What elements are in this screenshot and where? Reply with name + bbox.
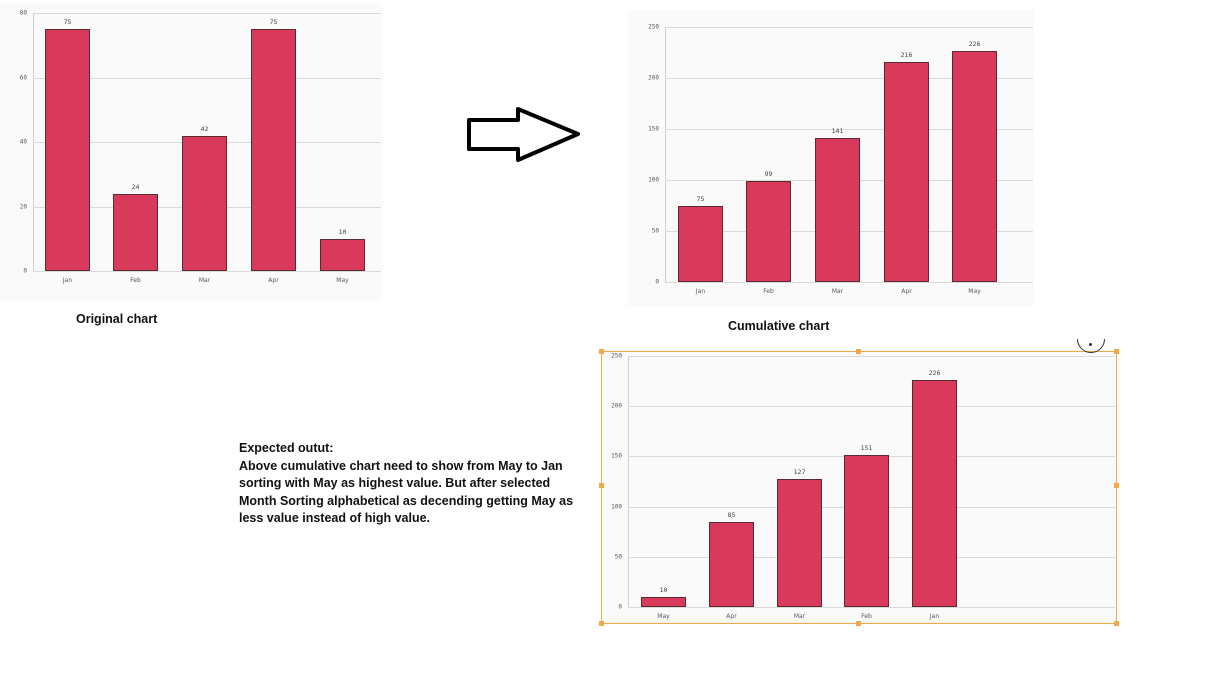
- gridline: [665, 129, 1033, 130]
- right-arrow-icon: [467, 107, 580, 162]
- y-tick-label: 80: [19, 9, 27, 17]
- gridline: [33, 77, 381, 79]
- note-heading: Expected outut:: [239, 441, 334, 455]
- bar-value-label: 10: [659, 585, 668, 594]
- x-tick-label: Feb: [763, 288, 774, 295]
- bar-value-label: 127: [793, 468, 806, 477]
- y-tick-label: 250: [648, 23, 659, 31]
- y-axis-line: [665, 27, 666, 282]
- bar-mar[interactable]: [182, 135, 227, 271]
- x-tick-label: May: [336, 277, 349, 284]
- resize-handle-mr[interactable]: [1114, 483, 1119, 488]
- y-tick-label: 100: [648, 176, 659, 184]
- cumulative-chart: 0 50 100 150 200 250 75 Jan 99 Feb 141 Mar 216 Apr 226…: [628, 10, 1034, 306]
- gridline: [628, 406, 1115, 408]
- expected-chart-plot: 0 50 100 150 200 250 10 May 85 Apr 127 Mar 151 Feb 226…: [611, 353, 1115, 620]
- x-tick-label: Feb: [861, 613, 872, 620]
- original-chart-plot: 0 20 40 60 80 75 Jan 24 Feb 42 Mar 75 Apr 10 May: [20, 10, 381, 284]
- bar-apr[interactable]: [709, 521, 754, 607]
- y-tick-label: 200: [648, 74, 659, 82]
- x-tick-label: Mar: [831, 288, 844, 295]
- bar-value-label: 99: [764, 170, 773, 179]
- y-tick-label: 0: [655, 278, 659, 286]
- gridline: [33, 271, 381, 272]
- cumulative-chart-plot: 0 50 100 150 200 250 75 Jan 99 Feb 141 Mar 216 Apr 226…: [648, 24, 1033, 295]
- bar-may[interactable]: [952, 51, 997, 282]
- bar-value-label: 75: [63, 18, 72, 27]
- x-tick-label: Jan: [929, 613, 940, 620]
- bar-value-label: 141: [831, 127, 844, 136]
- x-tick-label: Jan: [695, 288, 706, 295]
- gridline: [665, 282, 1033, 283]
- bar-value-label: 151: [860, 444, 873, 453]
- y-axis-line: [628, 356, 629, 607]
- cumulative-chart-caption: Cumulative chart: [728, 319, 830, 333]
- x-tick-label: May: [968, 288, 981, 295]
- original-chart: 0 20 40 60 80 75 Jan 24 Feb 42 Mar 75 Apr 10 May: [0, 4, 382, 300]
- y-tick-label: 40: [19, 138, 27, 146]
- note-body: Above cumulative chart need to show from…: [239, 458, 574, 526]
- y-tick-label: 50: [651, 227, 659, 235]
- gridline: [665, 78, 1033, 79]
- bar-may[interactable]: [641, 596, 686, 607]
- bar-value-label: 216: [900, 50, 913, 59]
- gridline: [33, 13, 381, 14]
- focus-mode-icon[interactable]: [1077, 339, 1105, 353]
- bar-value-label: 75: [269, 18, 278, 27]
- bar-apr[interactable]: [884, 61, 929, 282]
- gridline: [628, 356, 1115, 357]
- x-tick-label: Apr: [901, 288, 912, 295]
- expected-output-note: Expected outut: Above cumulative chart n…: [239, 440, 589, 528]
- focus-mode-icon-dot: [1089, 343, 1092, 346]
- bar-value-label: 226: [928, 369, 941, 378]
- resize-handle-ml[interactable]: [599, 483, 604, 488]
- bar-mar[interactable]: [777, 479, 822, 607]
- gridline: [628, 607, 1115, 608]
- x-tick-label: Mar: [793, 613, 806, 620]
- bar-value-label: 10: [338, 227, 347, 236]
- resize-handle-bm[interactable]: [856, 621, 861, 626]
- y-tick-label: 150: [611, 452, 622, 460]
- bar-value-label: 85: [727, 510, 736, 519]
- bar-mar[interactable]: [815, 138, 860, 282]
- x-tick-label: Feb: [130, 277, 141, 284]
- y-tick-label: 150: [648, 125, 659, 133]
- original-chart-caption: Original chart: [76, 312, 158, 326]
- resize-handle-tr[interactable]: [1114, 349, 1119, 354]
- y-tick-label: 50: [614, 553, 622, 561]
- x-tick-label: Mar: [198, 277, 211, 284]
- x-tick-label: Apr: [268, 277, 279, 284]
- resize-handle-br[interactable]: [1114, 621, 1119, 626]
- bar-may[interactable]: [320, 238, 365, 271]
- bar-apr[interactable]: [251, 29, 296, 271]
- bar-feb[interactable]: [844, 455, 889, 607]
- y-tick-label: 0: [23, 267, 27, 275]
- bar-feb[interactable]: [113, 193, 158, 271]
- y-tick-label: 20: [19, 203, 27, 210]
- bar-jan[interactable]: [912, 380, 957, 607]
- bar-feb[interactable]: [746, 181, 791, 282]
- bar-value-label: 75: [696, 194, 705, 203]
- gridline: [665, 27, 1033, 28]
- selection-frame[interactable]: [601, 351, 1117, 624]
- y-tick-label: 60: [19, 74, 27, 81]
- x-tick-label: May: [657, 613, 670, 620]
- bar-jan[interactable]: [678, 205, 723, 282]
- resize-handle-bl[interactable]: [599, 621, 604, 626]
- bar-value-label: 42: [200, 124, 209, 133]
- bar-value-label: 24: [131, 182, 140, 191]
- y-tick-label: 100: [611, 503, 622, 511]
- y-tick-label: 0: [618, 603, 622, 611]
- bar-value-label: 226: [968, 40, 981, 49]
- expected-chart[interactable]: 0 50 100 150 200 250 10 May 85 Apr 127 Mar 151 Feb 226…: [601, 351, 1117, 624]
- x-tick-label: Jan: [62, 277, 73, 284]
- resize-handle-tm[interactable]: [856, 349, 861, 354]
- y-tick-label: 250: [611, 352, 622, 360]
- bar-jan[interactable]: [45, 29, 90, 271]
- x-tick-label: Apr: [726, 613, 737, 620]
- resize-handle-tl[interactable]: [599, 349, 604, 354]
- y-tick-label: 200: [611, 402, 622, 410]
